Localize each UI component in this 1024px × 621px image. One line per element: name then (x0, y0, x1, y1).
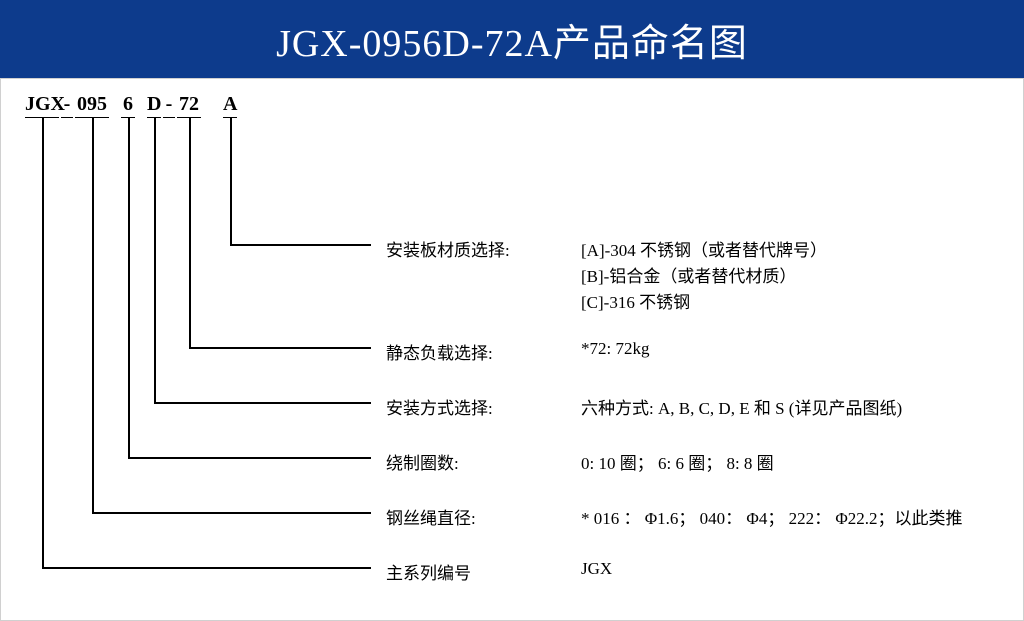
naming-diagram: JGX-0956D-72A安装板材质选择:[A]-304 不锈钢（或者替代牌号）… (0, 78, 1024, 621)
lead-vline-5 (42, 117, 44, 567)
row-desc-0-2: [C]-316 不锈钢 (581, 288, 690, 313)
row-desc-4-0: * 016 ： Φ1.6； 040： Φ4； 222： Φ22.2；以此类推 (581, 504, 963, 529)
row-label-3: 绕制圈数: (386, 449, 459, 474)
lead-vline-1 (189, 117, 191, 347)
row-desc-5-0: JGX (581, 559, 612, 579)
lead-vline-4 (92, 117, 94, 512)
title-banner: JGX-0956D-72A产品命名图 (0, 0, 1024, 78)
lead-hline-4 (92, 512, 371, 514)
lead-hline-2 (154, 402, 371, 404)
row-label-2: 安装方式选择: (386, 394, 493, 419)
row-label-4: 钢丝绳直径: (386, 504, 476, 529)
lead-vline-2 (154, 117, 156, 402)
code-segment-dash2: - (163, 93, 175, 118)
row-desc-1-0: *72: 72kg (581, 339, 649, 359)
row-desc-0-1: [B]-铝合金（或者替代材质） (581, 262, 796, 287)
lead-hline-5 (42, 567, 371, 569)
title-text: JGX-0956D-72A产品命名图 (276, 12, 748, 67)
code-segment-dash1: - (61, 93, 73, 118)
code-segment-jgx: JGX (25, 93, 59, 118)
lead-hline-0 (230, 244, 371, 246)
code-segment-72: 72 (177, 93, 201, 118)
code-segment-D: D (147, 93, 161, 118)
row-label-1: 静态负载选择: (386, 339, 493, 364)
row-desc-3-0: 0: 10 圈； 6: 6 圈； 8: 8 圈 (581, 449, 774, 474)
code-segment-6: 6 (121, 93, 135, 118)
code-segment-A: A (223, 93, 237, 118)
row-label-0: 安装板材质选择: (386, 236, 510, 261)
lead-hline-3 (128, 457, 371, 459)
code-segment-095: 095 (75, 93, 109, 118)
lead-hline-1 (189, 347, 371, 349)
lead-vline-3 (128, 117, 130, 457)
row-label-5: 主系列编号 (386, 559, 471, 584)
row-desc-2-0: 六种方式: A, B, C, D, E 和 S (详见产品图纸) (581, 394, 902, 419)
lead-vline-0 (230, 117, 232, 244)
row-desc-0-0: [A]-304 不锈钢（或者替代牌号） (581, 236, 827, 261)
